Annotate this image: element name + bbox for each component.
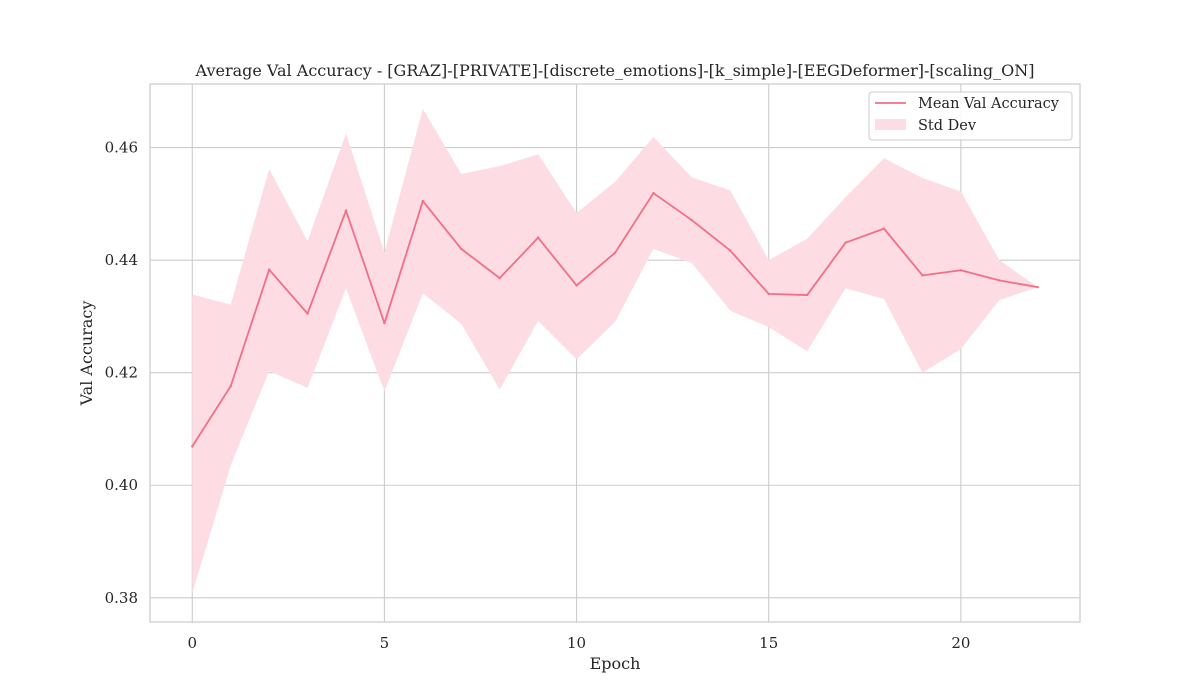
mean-val-accuracy-point-2 [267, 268, 271, 271]
x-tick-label-4: 20 [951, 634, 970, 652]
y-axis-ticks: 0.38 0.40 0.42 0.44 0.46 [105, 139, 138, 607]
mean-line-layer [191, 191, 1039, 448]
mean-val-accuracy-point-3 [306, 312, 309, 315]
std-dev-band-layer [192, 108, 1038, 594]
legend-label-std: Std Dev [918, 118, 977, 134]
mean-val-accuracy-point-6 [421, 199, 425, 203]
mean-val-accuracy-point-20 [959, 269, 963, 272]
mean-val-accuracy-point-1 [229, 385, 232, 388]
mean-val-accuracy-point-21 [998, 279, 1001, 282]
mean-val-accuracy-point-22 [1036, 285, 1039, 289]
x-tick-label-1: 5 [380, 634, 390, 652]
mean-val-accuracy-point-18 [882, 227, 886, 230]
mean-val-accuracy-point-14 [729, 249, 732, 252]
mean-val-accuracy-point-8 [498, 276, 501, 280]
y-axis-label: Val Accuracy [77, 301, 96, 407]
x-tick-label-3: 15 [759, 634, 778, 652]
mean-val-accuracy-point-0 [191, 445, 194, 448]
y-tick-label-3: 0.44 [105, 251, 138, 269]
y-tick-label-0: 0.38 [105, 589, 138, 607]
mean-val-accuracy-point-5 [383, 321, 386, 325]
std-dev-band [192, 108, 1038, 594]
mean-val-accuracy-point-11 [613, 251, 617, 255]
legend-label-mean: Mean Val Accuracy [918, 96, 1060, 112]
x-axis-ticks: 0 5 10 15 20 [187, 634, 970, 652]
y-tick-label-2: 0.42 [105, 364, 138, 382]
mean-val-accuracy-point-16 [805, 293, 809, 297]
legend-box [868, 91, 1073, 141]
y-tick-label-4: 0.46 [105, 139, 138, 157]
legend-swatch-std [875, 119, 906, 130]
mean-val-accuracy-point-9 [536, 236, 540, 239]
mean-val-accuracy-point-15 [767, 292, 770, 296]
mean-val-accuracy-point-13 [690, 218, 694, 222]
y-tick-label-1: 0.40 [105, 476, 138, 494]
mean-val-accuracy-point-19 [921, 274, 924, 277]
plot-frame [149, 83, 1081, 623]
mean-val-accuracy-point-7 [460, 247, 463, 251]
x-axis-label: Epoch [590, 654, 641, 673]
chart-title: Average Val Accuracy - [GRAZ]-[PRIVATE]-… [195, 61, 1035, 80]
mean-val-accuracy-point-10 [575, 284, 578, 287]
mean-val-accuracy-point-4 [344, 209, 348, 212]
x-tick-label-0: 0 [187, 634, 197, 652]
x-tick-label-2: 10 [567, 634, 586, 652]
mean-val-accuracy-point-17 [844, 241, 847, 244]
legend: Mean Val Accuracy Std Dev [868, 91, 1073, 141]
mean-val-accuracy-point-12 [652, 191, 655, 195]
